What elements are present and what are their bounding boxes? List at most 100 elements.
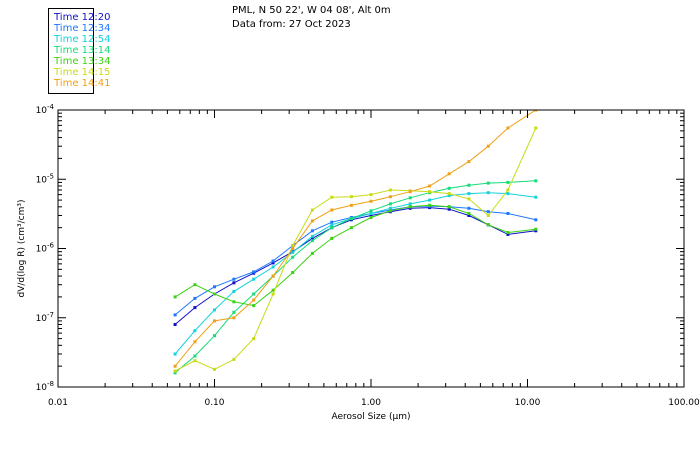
- data-point: [369, 216, 373, 219]
- data-point: [534, 195, 538, 199]
- data-point: [447, 192, 451, 196]
- data-point: [467, 212, 471, 215]
- data-point: [534, 218, 538, 222]
- data-point: [291, 255, 295, 259]
- location-title: PML, N 50 22', W 04 08', Alt 0m: [232, 5, 391, 16]
- data-point: [193, 296, 197, 300]
- data-point: [534, 229, 538, 233]
- data-point: [291, 250, 295, 254]
- chart-series-group: [173, 110, 538, 375]
- data-point: [467, 206, 471, 210]
- data-point: [534, 179, 538, 183]
- data-point: [447, 205, 451, 209]
- data-point: [369, 212, 373, 215]
- data-point: [310, 229, 314, 233]
- data-point: [349, 195, 353, 199]
- data-point: [428, 190, 432, 194]
- x-axis-title: Aerosol Size (μm): [332, 412, 411, 422]
- x-tick-label: 1.00: [361, 398, 381, 408]
- x-tick-label: 0.01: [48, 398, 68, 408]
- x-tick-label: 10.00: [515, 398, 541, 408]
- data-point: [232, 310, 236, 314]
- data-point: [173, 323, 177, 326]
- y-tick-label: 10-5: [36, 172, 54, 185]
- data-point: [173, 369, 177, 373]
- data-point: [428, 198, 432, 202]
- data-point: [534, 126, 538, 130]
- legend-item: Time 13:14: [54, 45, 111, 56]
- legend-item: Time 12:20: [54, 12, 111, 23]
- data-point: [447, 194, 451, 198]
- data-point: [271, 292, 275, 296]
- series-line: [174, 127, 537, 372]
- series-line: [174, 205, 536, 316]
- data-point: [330, 208, 334, 212]
- data-point: [408, 205, 412, 209]
- data-point: [310, 251, 314, 255]
- legend-item: Time 14:15: [54, 67, 111, 78]
- series-line: [174, 204, 536, 307]
- data-point: [232, 316, 236, 320]
- data-point: [428, 184, 432, 188]
- data-point: [213, 308, 216, 312]
- data-point: [252, 270, 256, 274]
- series: [173, 191, 538, 356]
- data-point: [232, 289, 236, 293]
- plot-frame: [57, 109, 685, 388]
- data-point: [534, 227, 538, 231]
- data-point: [291, 244, 295, 248]
- data-point: [271, 288, 275, 292]
- data-point: [330, 195, 334, 199]
- data-point: [193, 354, 197, 358]
- data-point: [310, 219, 314, 223]
- data-point: [506, 192, 510, 196]
- legend-item: Time 12:34: [54, 23, 111, 34]
- data-point: [173, 295, 177, 299]
- y-tick-label: 10-8: [36, 380, 54, 393]
- data-point: [349, 203, 353, 207]
- chart-ticks: 0.01 0.10 1.00 10.00 100.00 10-8 10-7 10-6 10-5 1…: [36, 103, 700, 408]
- y-tick-label: 10-6: [36, 242, 55, 255]
- data-point: [252, 304, 256, 308]
- series-line: [174, 110, 537, 367]
- series: [173, 110, 538, 368]
- data-point: [506, 231, 510, 234]
- data-point: [408, 196, 412, 200]
- data-point: [408, 190, 412, 194]
- data-point: [310, 234, 314, 238]
- y-tick-label: 10-7: [36, 311, 54, 324]
- data-point: [213, 334, 216, 338]
- data-point: [447, 172, 451, 176]
- data-point: [330, 220, 334, 224]
- data-point: [271, 259, 275, 263]
- data-point: [388, 188, 392, 192]
- data-point: [447, 207, 451, 211]
- y-tick-label: 10-4: [36, 103, 55, 116]
- data-point: [291, 271, 295, 274]
- data-point: [193, 340, 197, 344]
- data-point: [369, 193, 373, 197]
- series: [173, 179, 538, 375]
- series: [173, 203, 538, 308]
- legend-item: Time 13:34: [54, 56, 111, 67]
- data-point: [173, 364, 177, 368]
- data-point: [252, 292, 256, 296]
- series: [173, 126, 538, 373]
- data-point: [271, 265, 275, 269]
- data-point: [486, 223, 490, 227]
- data-point: [534, 110, 538, 112]
- data-point: [232, 281, 236, 285]
- data-point: [330, 223, 334, 227]
- y-axis-title: dV/d(log R) (cm³/cm³): [17, 199, 27, 297]
- data-point: [310, 239, 314, 243]
- data-point: [506, 126, 510, 130]
- data-point: [486, 191, 490, 195]
- x-tick-label: 100.00: [668, 398, 700, 408]
- data-point: [388, 202, 392, 206]
- data-point: [467, 214, 471, 217]
- data-point: [467, 160, 471, 164]
- data-point: [447, 186, 451, 190]
- data-point: [428, 203, 432, 207]
- data-point: [213, 285, 216, 289]
- series: [173, 206, 538, 326]
